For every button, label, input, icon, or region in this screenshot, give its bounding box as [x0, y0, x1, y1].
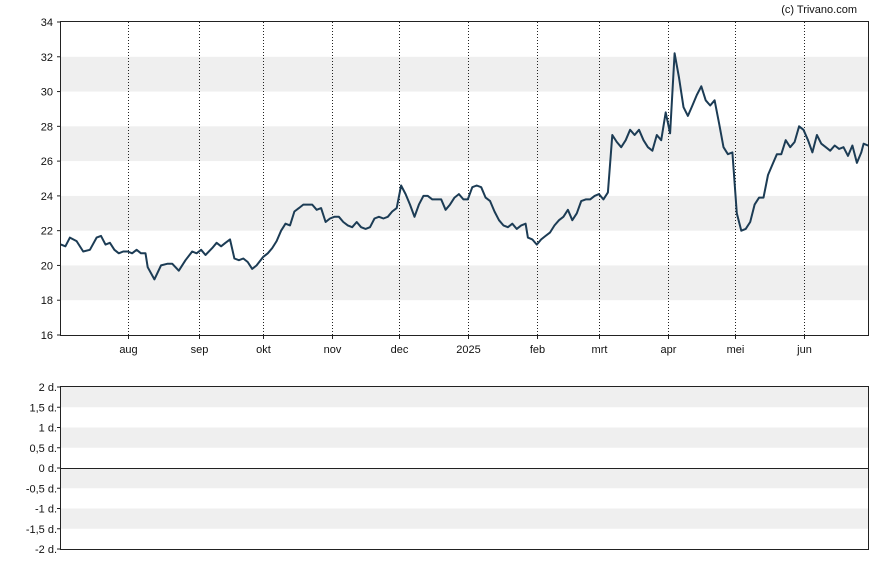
price-band	[61, 265, 868, 301]
copyright-label: (c) Trivano.com	[781, 4, 857, 16]
days-band	[61, 427, 868, 448]
days-y-tick-label: 1,5 d.	[29, 402, 57, 414]
days-y-axis: -2 d. -1,5 d. -1 d. -0,5 d. 0 d. 0,5 d. 1 d. 1,…	[26, 382, 61, 556]
days-y-tick-label: 0 d.	[39, 463, 57, 475]
price-band	[61, 56, 868, 92]
price-series-line	[60, 52, 869, 281]
days-y-tick-label: -1,5 d.	[26, 524, 57, 536]
price-x-tick-label: aug	[119, 344, 137, 356]
price-bands	[61, 56, 868, 301]
days-y-tick-label: -0,5 d.	[26, 483, 57, 495]
price-x-tick-label: sep	[191, 344, 209, 356]
days-y-tick-label: -2 d.	[35, 544, 57, 556]
price-y-tick-label: 34	[41, 17, 53, 29]
days-y-tick-label: 0,5 d.	[29, 443, 57, 455]
price-y-tick-label: 32	[41, 52, 53, 64]
price-y-tick-label: 26	[41, 156, 53, 168]
price-x-tick-label: apr	[661, 344, 677, 356]
price-x-tick-label: feb	[530, 344, 545, 356]
price-x-tick-label: nov	[324, 344, 342, 356]
price-month-gridlines	[128, 22, 805, 335]
price-x-tick-label: mrt	[592, 344, 608, 356]
price-chart: 16 18 20 22 24 26 28 30 32 34 aug sep okt nov dec 2025…	[41, 17, 869, 356]
price-y-tick-label: 18	[41, 295, 53, 307]
price-x-tick-label: dec	[391, 344, 409, 356]
price-y-tick-label: 28	[41, 121, 53, 133]
price-y-tick-label: 30	[41, 87, 53, 99]
price-band	[61, 126, 868, 162]
days-band	[61, 387, 868, 408]
days-chart: -2 d. -1,5 d. -1 d. -0,5 d. 0 d. 0,5 d. 1 d. 1,…	[26, 382, 869, 556]
price-y-tick-label: 16	[41, 330, 53, 342]
price-y-axis: 16 18 20 22 24 26 28 30 32 34	[41, 17, 61, 342]
price-x-tick-label: 2025	[456, 344, 480, 356]
price-x-tick-label: mei	[727, 344, 745, 356]
price-plot-frame	[60, 21, 869, 336]
price-band	[61, 195, 868, 231]
days-band	[61, 508, 868, 529]
days-y-tick-label: 2 d.	[39, 382, 57, 394]
price-y-tick-label: 22	[41, 226, 53, 238]
price-x-axis: aug sep okt nov dec 2025 feb mrt apr mei jun	[119, 335, 812, 356]
price-y-tick-label: 24	[41, 191, 53, 203]
days-y-tick-label: -1 d.	[35, 504, 57, 516]
price-x-tick-label: jun	[796, 344, 812, 356]
days-band	[61, 468, 868, 489]
days-bands	[61, 387, 868, 529]
price-x-tick-label: okt	[256, 344, 271, 356]
price-y-tick-label: 20	[41, 260, 53, 272]
days-y-tick-label: 1 d.	[39, 423, 57, 435]
